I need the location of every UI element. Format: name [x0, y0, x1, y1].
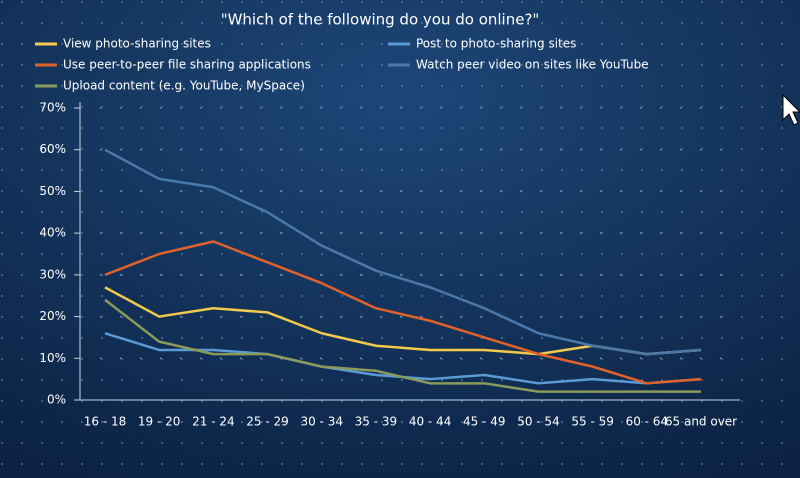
y-tick-label: 0%	[47, 393, 66, 407]
y-tick-label: 50%	[39, 184, 66, 198]
series-line	[104, 240, 702, 385]
y-tick-label: 30%	[39, 267, 66, 281]
x-tick-label: 30 - 34	[300, 415, 343, 429]
y-tick-label: 60%	[39, 142, 66, 156]
series-line	[104, 148, 702, 356]
legend-label: View photo-sharing sites	[63, 37, 211, 51]
x-tick-label: 60 - 64	[626, 415, 669, 429]
x-tick-label: 19 - 20	[138, 415, 181, 429]
y-tick-label: 40%	[39, 226, 66, 240]
x-tick-label: 65 and over	[665, 415, 737, 429]
legend-label: Post to photo-sharing sites	[416, 37, 576, 51]
x-tick-label: 40 - 44	[409, 415, 452, 429]
legend-label: Watch peer video on sites like YouTube	[416, 58, 649, 72]
y-tick-label: 10%	[39, 351, 66, 365]
x-tick-label: 25 - 29	[246, 415, 289, 429]
x-tick-label: 45 - 49	[463, 415, 506, 429]
x-tick-label: 21 - 24	[192, 415, 235, 429]
y-tick-label: 70%	[39, 101, 66, 115]
x-tick-label: 55 - 59	[571, 415, 614, 429]
series-line	[104, 298, 701, 393]
x-tick-label: 50 - 54	[517, 415, 560, 429]
x-tick-label: 35 - 39	[355, 415, 398, 429]
x-tick-label: 16 - 18	[84, 415, 127, 429]
y-tick-label: 20%	[39, 309, 66, 323]
chart-title: "Which of the following do you do online…	[221, 11, 540, 29]
legend-label: Upload content (e.g. YouTube, MySpace)	[63, 79, 305, 93]
legend-label: Use peer-to-peer file sharing applicatio…	[63, 58, 311, 72]
cursor	[782, 93, 800, 126]
